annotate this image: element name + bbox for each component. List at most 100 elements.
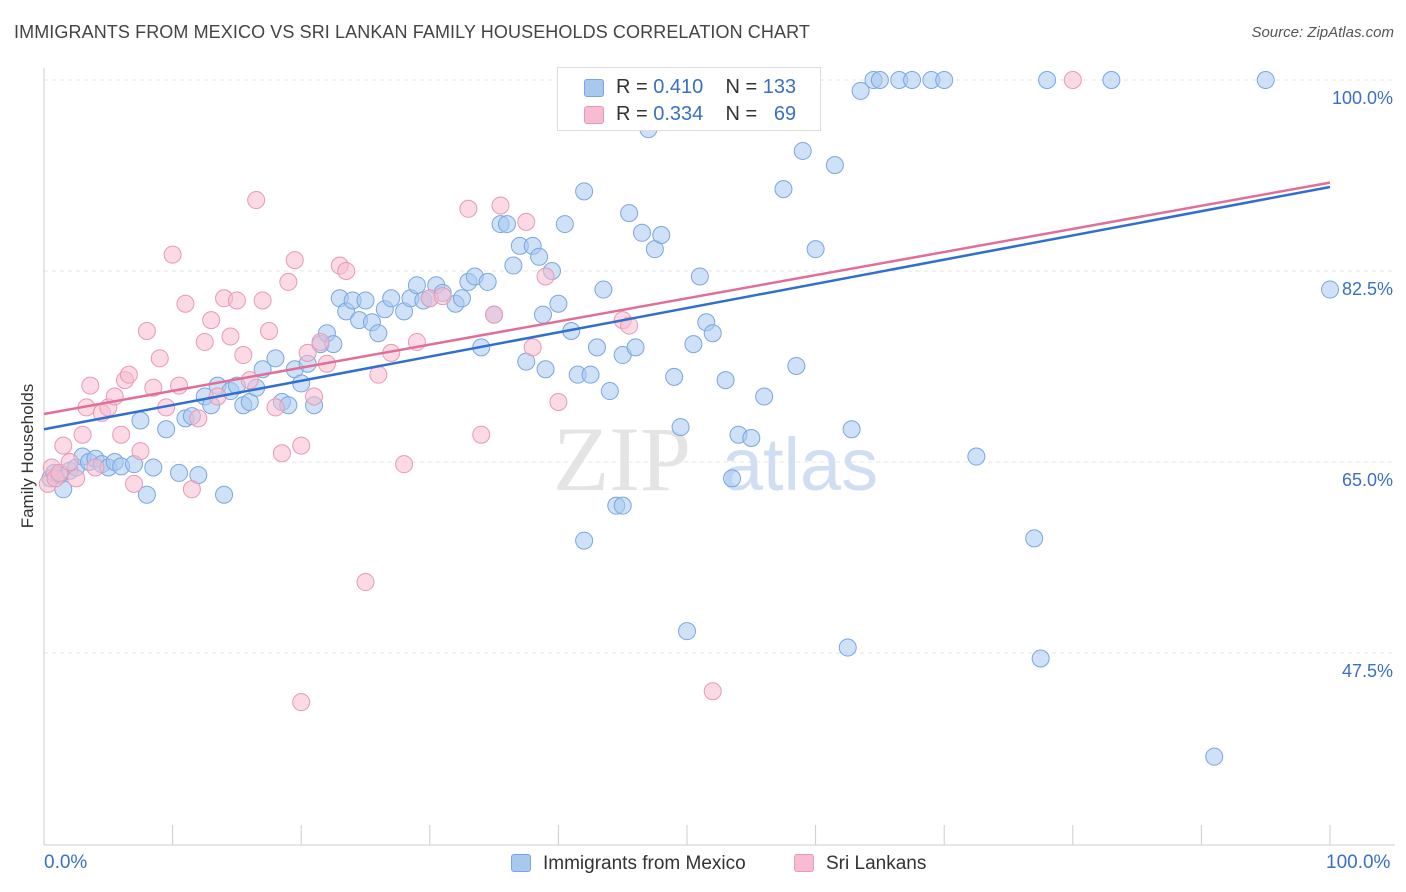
data-point <box>497 215 516 234</box>
data-point <box>247 191 266 210</box>
legend-swatch-mexico <box>584 79 604 97</box>
data-point <box>626 338 645 357</box>
y-tick-label: 82.5% <box>1342 279 1393 299</box>
data-point <box>549 392 568 411</box>
data-point <box>272 444 291 463</box>
data-point <box>112 425 131 444</box>
trend-line-srilanka <box>43 181 1331 416</box>
data-point <box>240 371 259 390</box>
data-point <box>530 247 549 266</box>
bottom-legend-label-srilanka: Sri Lankans <box>826 853 927 874</box>
data-point <box>587 338 606 357</box>
data-point <box>581 365 600 384</box>
data-point <box>703 324 722 343</box>
trend-line-mexico <box>43 185 1331 431</box>
stats-legend: R = 0.410 N = 133 R = 0.334 N = 69 <box>557 67 821 131</box>
data-point <box>555 215 574 234</box>
data-point <box>170 463 189 482</box>
bottom-legend-label-mexico: Immigrants from Mexico <box>543 853 746 874</box>
x-tick-label-min: 0.0% <box>44 852 88 873</box>
data-point <box>131 411 150 430</box>
data-point <box>716 371 735 390</box>
data-point <box>369 365 388 384</box>
data-point <box>125 474 144 493</box>
data-point <box>838 638 857 657</box>
data-point <box>903 71 922 89</box>
data-point <box>575 182 594 201</box>
data-point <box>54 436 73 455</box>
data-point <box>260 322 279 341</box>
data-point <box>652 225 671 244</box>
data-point <box>1321 280 1339 299</box>
data-point <box>825 156 844 175</box>
y-tick-label: 100.0% <box>1332 88 1393 108</box>
data-point <box>234 346 253 365</box>
data-point <box>478 272 497 291</box>
data-point <box>620 204 639 223</box>
data-point <box>851 81 870 100</box>
data-point <box>305 387 324 406</box>
r-value-srilanka: 0.334 <box>653 103 704 125</box>
data-point <box>356 291 375 310</box>
data-point <box>536 267 555 286</box>
data-point <box>195 332 214 351</box>
data-point <box>221 327 240 346</box>
data-point <box>144 378 163 397</box>
data-point <box>485 305 504 324</box>
data-point <box>523 338 542 357</box>
data-point <box>1038 71 1057 89</box>
data-point <box>671 418 690 437</box>
data-point <box>549 294 568 313</box>
data-point <box>73 425 92 444</box>
data-point <box>684 335 703 354</box>
data-point <box>215 485 234 504</box>
x-tick-label-max: 100.0% <box>1326 852 1391 873</box>
data-point <box>311 332 330 351</box>
stats-legend-row-mexico: R = 0.410 N = 133 <box>558 75 820 101</box>
data-point <box>665 367 684 386</box>
legend-stats-mexico: R = 0.410 N = 133 <box>616 76 796 99</box>
data-point <box>787 356 806 375</box>
data-point <box>632 223 651 242</box>
watermark: ZIP atlas <box>553 408 878 510</box>
data-point <box>433 287 452 306</box>
data-point <box>60 453 79 471</box>
source-label: Source: ZipAtlas.com <box>1251 24 1394 41</box>
data-point <box>150 349 169 368</box>
data-point <box>793 141 812 160</box>
data-point <box>227 291 246 310</box>
data-point <box>137 485 156 504</box>
data-point <box>253 291 272 310</box>
axes <box>43 68 1395 846</box>
r-label: R = <box>616 76 654 98</box>
data-point <box>600 382 619 401</box>
data-point <box>182 480 201 499</box>
stats-legend-row-srilanka: R = 0.334 N = 69 <box>558 102 820 128</box>
y-tick-label: 47.5% <box>1342 661 1393 681</box>
data-point <box>157 420 176 439</box>
watermark-zip: ZIP <box>553 408 691 510</box>
data-point <box>292 374 311 393</box>
data-point <box>870 71 889 89</box>
data-point <box>678 622 696 641</box>
data-point <box>285 251 304 270</box>
data-point <box>806 240 825 259</box>
data-point <box>755 387 774 406</box>
data-point <box>131 442 150 461</box>
data-point <box>842 420 861 439</box>
data-point <box>452 289 471 308</box>
data-point <box>620 316 639 335</box>
data-point <box>202 311 221 330</box>
data-point <box>459 199 478 218</box>
data-point <box>298 343 317 362</box>
data-point <box>81 376 100 395</box>
data-point <box>407 276 426 295</box>
y-tick-labels: 47.5% 65.0% 82.5% 100.0% <box>1332 88 1393 681</box>
data-point <box>176 294 195 313</box>
data-point <box>369 324 388 343</box>
data-point <box>517 212 536 231</box>
data-point <box>279 272 298 291</box>
data-point <box>382 289 401 308</box>
n-label: N = <box>725 76 763 98</box>
